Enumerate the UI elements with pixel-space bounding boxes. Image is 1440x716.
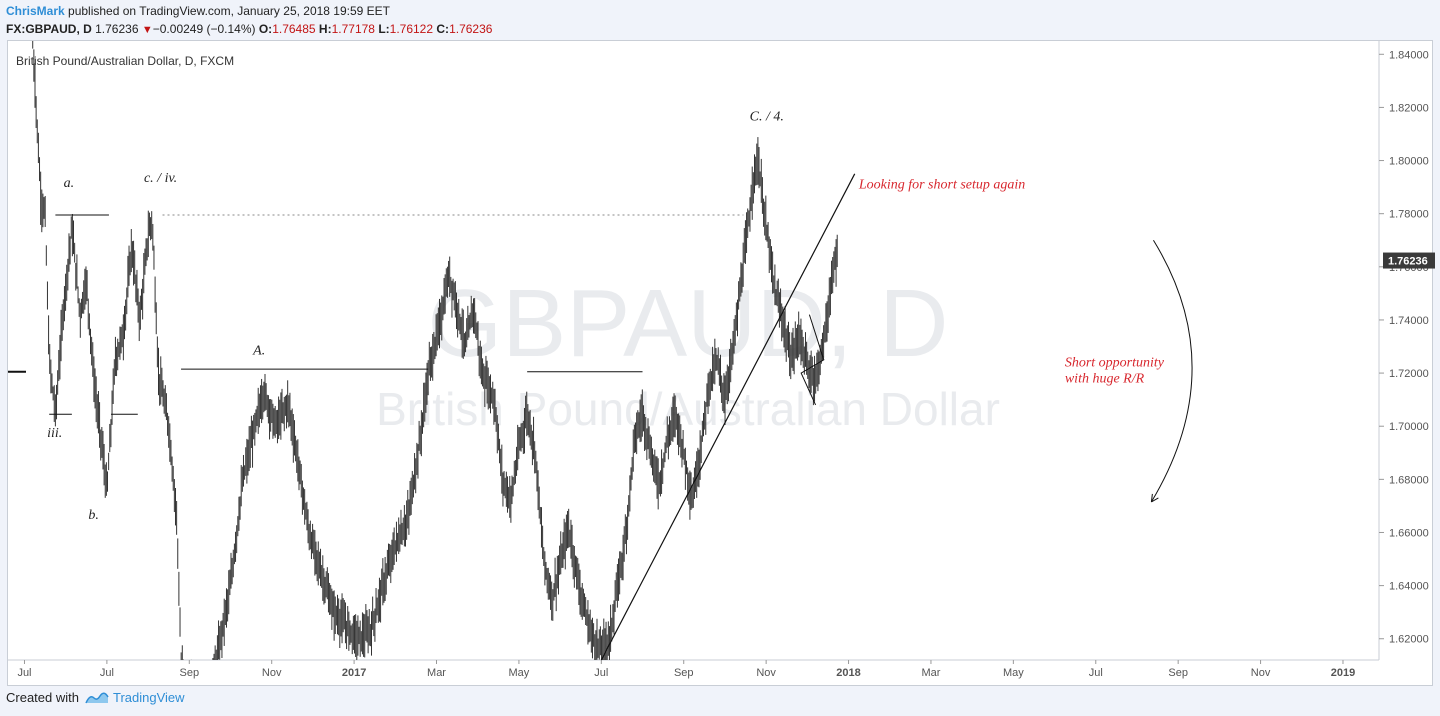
- y-tick-label: 1.82000: [1389, 102, 1429, 114]
- x-tick-label: 2017: [342, 667, 366, 679]
- x-tick-label: Nov: [1251, 667, 1271, 679]
- x-tick-label: May: [1003, 667, 1024, 679]
- triangle-pattern: [800, 314, 825, 406]
- chart-title: British Pound/Australian Dollar, D, FXCM: [16, 54, 234, 68]
- x-tick-label: 2018: [836, 667, 860, 679]
- y-tick-label: 1.74000: [1389, 315, 1429, 327]
- wave-label: b.: [88, 508, 99, 523]
- publisher-line: ChrisMark published on TradingView.com, …: [6, 4, 390, 18]
- y-tick-label: 1.78000: [1389, 209, 1429, 221]
- tradingview-link[interactable]: TradingView: [85, 690, 185, 705]
- high-label: H:: [318, 22, 332, 36]
- y-tick-label: 1.66000: [1389, 527, 1429, 539]
- y-tick-label: 1.80000: [1389, 156, 1429, 168]
- author-link[interactable]: ChrisMark: [6, 4, 65, 18]
- y-tick-label: 1.64000: [1389, 581, 1429, 593]
- x-tick-label: Jul: [1089, 667, 1103, 679]
- tradingview-logo-icon: [85, 692, 109, 703]
- note-short-opportunity: Short opportunity: [1065, 355, 1165, 370]
- x-tick-label: Mar: [921, 667, 940, 679]
- x-tick-label: May: [509, 667, 530, 679]
- x-tick-label: 2019: [1331, 667, 1355, 679]
- x-tick-label: Jul: [100, 667, 114, 679]
- low-label: L:: [378, 22, 390, 36]
- footer: Created with TradingView: [6, 690, 185, 705]
- x-tick-label: Sep: [1168, 667, 1188, 679]
- x-tick-label: Jul: [594, 667, 608, 679]
- published-text: published on TradingView.com, January 25…: [64, 4, 391, 18]
- y-tick-label: 1.70000: [1389, 421, 1429, 433]
- tradingview-brand-text: TradingView: [112, 690, 185, 705]
- price-change: −0.00249 (−0.14%): [152, 22, 256, 36]
- x-tick-label: Mar: [427, 667, 446, 679]
- x-tick-label: Jul: [17, 667, 31, 679]
- watermark-description: British Pound/Australian Dollar: [376, 383, 1000, 435]
- down-arrow-icon: ▼: [141, 24, 153, 36]
- chart-frame[interactable]: [7, 40, 1433, 686]
- wave-label: C. / 4.: [750, 110, 784, 125]
- close-value: 1.76236: [449, 22, 493, 36]
- ohlc-bars: [32, 41, 838, 660]
- open-value: 1.76485: [272, 22, 316, 36]
- y-tick-label: 1.84000: [1389, 49, 1429, 61]
- close-label: C:: [436, 22, 450, 36]
- symbol-info-line: FX:GBPAUD, D 1.76236 ▼−0.00249 (−0.14%) …: [6, 22, 492, 36]
- wave-label: a.: [64, 176, 75, 191]
- wave-label: c. / iv.: [144, 171, 177, 186]
- y-tick-label: 1.68000: [1389, 474, 1429, 486]
- x-tick-label: Sep: [180, 667, 200, 679]
- y-tick-label: 1.62000: [1389, 634, 1429, 646]
- open-label: O:: [258, 22, 273, 36]
- last-price: 1.76236: [95, 22, 139, 36]
- trendline: [600, 173, 856, 661]
- arrow-head-icon: [1150, 493, 1159, 503]
- wave-label: iii.: [47, 426, 62, 441]
- x-tick-label: Nov: [262, 667, 282, 679]
- x-tick-label: Sep: [674, 667, 694, 679]
- y-tick-label: 1.72000: [1389, 368, 1429, 380]
- curved-arrow: [1150, 239, 1193, 503]
- note-short-setup: Looking for short setup again: [858, 177, 1025, 192]
- x-tick-label: Nov: [756, 667, 776, 679]
- symbol-label: FX:GBPAUD, D: [6, 22, 92, 36]
- last-price-marker: [1383, 252, 1435, 269]
- high-value: 1.77178: [331, 22, 375, 36]
- last-price-label: 1.76236: [1388, 256, 1428, 268]
- watermark-symbol: GBPAUD, D: [428, 270, 949, 377]
- created-with-text: Created with: [6, 690, 79, 705]
- low-value: 1.76122: [389, 22, 434, 36]
- wave-label: A.: [252, 343, 265, 358]
- note-huge-rr: with huge R/R: [1065, 371, 1145, 386]
